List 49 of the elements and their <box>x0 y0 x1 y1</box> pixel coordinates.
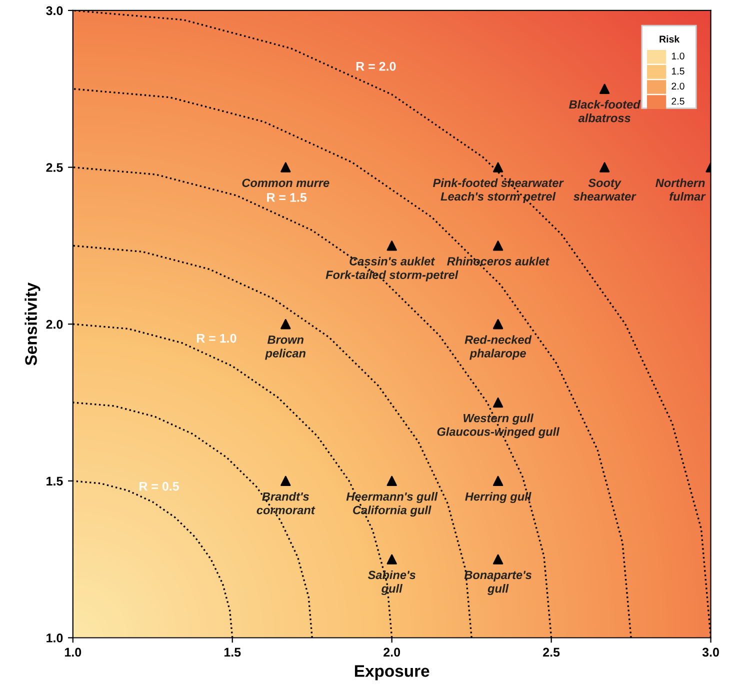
data-label: Black-footed albatross <box>569 100 641 122</box>
data-label: Western gull Glaucous-winged gull <box>437 414 560 438</box>
x-tick-label: 2.5 <box>543 648 560 657</box>
y-tick-label: 2.0 <box>46 320 63 329</box>
data-label: Common murre <box>242 178 330 188</box>
point <box>280 162 291 172</box>
point <box>386 554 397 564</box>
point <box>492 319 504 330</box>
point <box>492 162 504 172</box>
y-tick-label: 3.0 <box>46 6 63 16</box>
x-tick-label: 1.5 <box>224 648 241 657</box>
point <box>280 476 291 486</box>
y-tick-label: 1.5 <box>46 476 63 486</box>
annotation: R = 0.5 <box>140 482 179 491</box>
point <box>599 162 610 172</box>
data-label: Sabine's gull <box>368 570 416 596</box>
annotation: 1.0 <box>672 52 684 60</box>
data-label: Rhinoceros auklet <box>447 256 550 266</box>
point <box>599 84 610 94</box>
x-tick-label: 1.0 <box>65 648 82 657</box>
y-axis-title: Sensitivity <box>24 282 40 366</box>
annotation: Risk <box>660 35 680 43</box>
x-tick-label: 3.0 <box>702 648 719 657</box>
data-label: Herring gull <box>465 492 532 504</box>
point <box>492 476 504 486</box>
data-label: Heermann's gull California gull <box>346 492 438 517</box>
point <box>492 240 504 251</box>
point <box>280 319 291 330</box>
data-label: Sooty shearwater <box>574 178 636 201</box>
data-label: Bonaparte's gull <box>464 570 532 596</box>
x-axis-title: Exposure <box>354 665 430 680</box>
y-tick-label: 1.0 <box>46 634 63 642</box>
data-label: Northern fulmar <box>656 178 706 201</box>
annotation: 2.5 <box>672 98 684 105</box>
x-tick-label: 2.0 <box>384 648 400 657</box>
point <box>492 554 504 564</box>
point <box>386 240 397 251</box>
data-label: Brandt's cormorant <box>256 492 316 514</box>
point <box>492 397 504 408</box>
y-tick-label: 2.5 <box>46 163 63 172</box>
data-label: Brown pelican <box>265 336 306 360</box>
annotation: R = 1.0 <box>196 334 236 343</box>
annotation: 1.5 <box>672 68 684 75</box>
annotation: R = 2.0 <box>356 62 396 71</box>
annotation: R = 1.5 <box>267 193 307 202</box>
annotation: 2.0 <box>672 82 684 90</box>
data-label: Pink-footed shearwater Leach's storm petrel <box>432 178 564 203</box>
data-label: Red-necked phalarope <box>464 335 532 360</box>
point <box>386 476 397 486</box>
